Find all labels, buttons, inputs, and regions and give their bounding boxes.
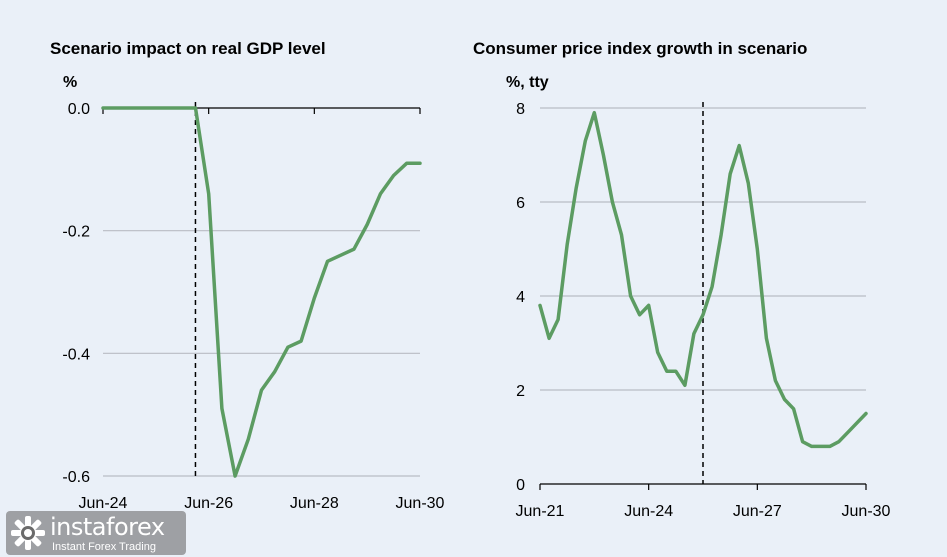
instaforex-logo-icon (11, 516, 45, 550)
x-tick-label: Jun-21 (516, 503, 565, 520)
gdp-chart: Scenario impact on real GDP level % 0.0 -… (50, 39, 445, 512)
x-tick-label: Jun-30 (842, 503, 891, 520)
y-tick-label: -0.6 (62, 469, 90, 486)
y-tick-label: 0 (516, 477, 525, 494)
x-tick-label: Jun-27 (733, 503, 782, 520)
instaforex-watermark: instaforex Instant Forex Trading (6, 511, 186, 555)
cpi-y-unit: %, tty (506, 74, 549, 91)
y-tick-label: -0.4 (62, 346, 90, 363)
watermark-brand: instaforex (50, 513, 165, 541)
x-tick-label: Jun-24 (624, 503, 673, 520)
gdp-y-unit: % (63, 74, 77, 91)
x-tick-label: Jun-26 (184, 495, 233, 512)
y-tick-label: 8 (516, 101, 525, 118)
y-tick-label: -0.2 (62, 224, 90, 241)
cpi-chart-title: Consumer price index growth in scenario (473, 39, 807, 58)
gdp-chart-title: Scenario impact on real GDP level (50, 39, 326, 58)
x-tick-label: Jun-30 (396, 495, 445, 512)
y-tick-label: 2 (516, 383, 525, 400)
y-tick-label: 0.0 (68, 101, 90, 118)
series-line (538, 110, 868, 449)
y-tick-label: 6 (516, 195, 525, 212)
y-tick-label: 4 (516, 289, 525, 306)
cpi-chart: Consumer price index growth in scenario … (473, 39, 891, 520)
x-tick-label: Jun-28 (290, 495, 339, 512)
x-tick-label: Jun-24 (79, 495, 128, 512)
watermark-tagline: Instant Forex Trading (52, 541, 156, 553)
series-line (101, 106, 422, 478)
